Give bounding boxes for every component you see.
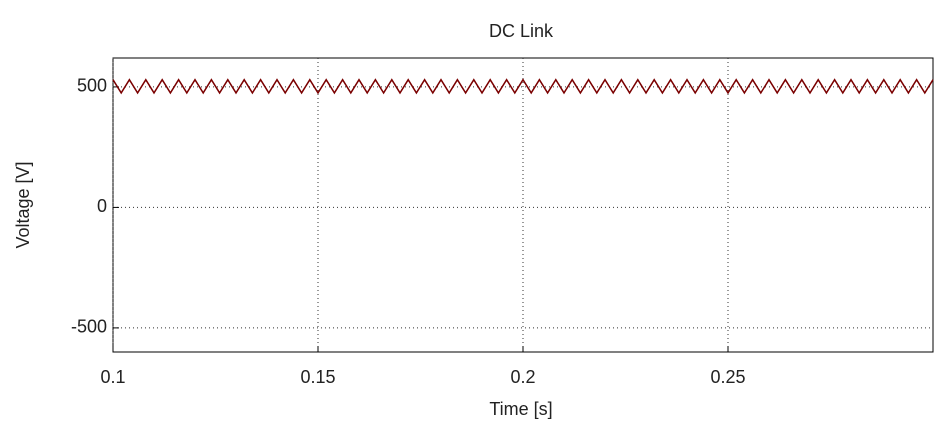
- x-tick-label: 0.25: [710, 367, 745, 387]
- y-tick-label: 0: [97, 196, 107, 216]
- chart: DC Link Time [s] Voltage [V] -500 0 500 0.1…: [0, 0, 935, 429]
- chart-title: DC Link: [489, 21, 554, 41]
- x-tick-label: 0.2: [510, 367, 535, 387]
- y-tick-label: -500: [71, 317, 107, 337]
- y-tick-label: 500: [77, 76, 107, 96]
- x-axis-label: Time [s]: [489, 399, 552, 419]
- y-axis-label: Voltage [V]: [13, 161, 33, 248]
- x-tick-label: 0.15: [300, 367, 335, 387]
- x-tick-label: 0.1: [100, 367, 125, 387]
